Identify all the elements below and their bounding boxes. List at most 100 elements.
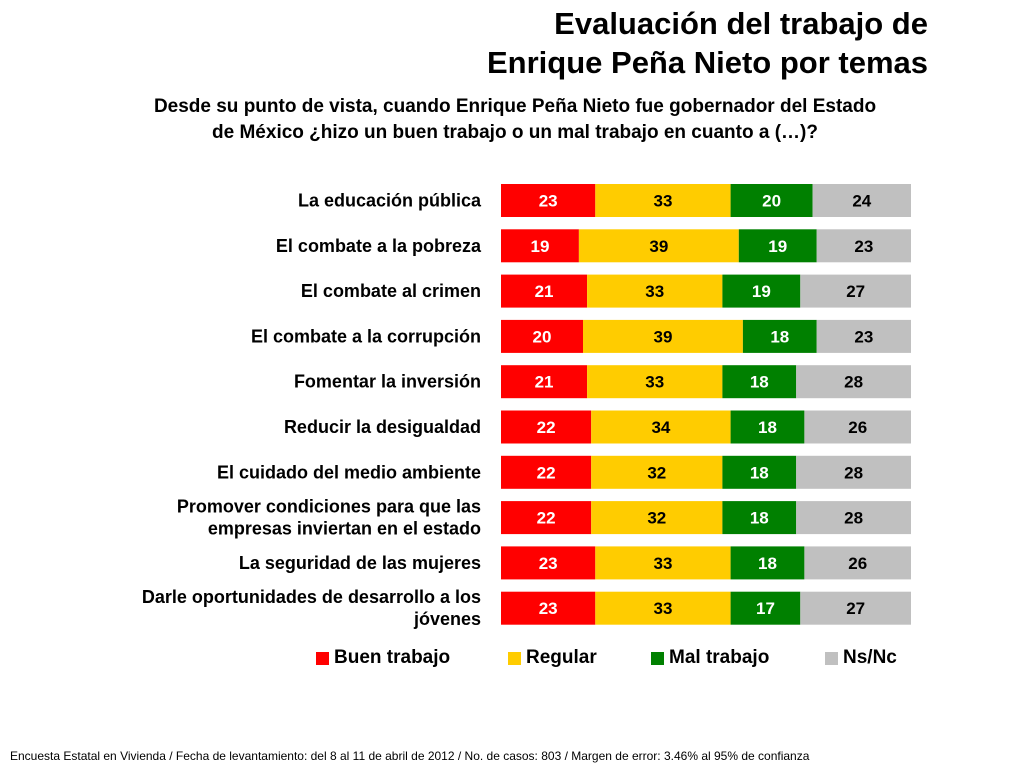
bar-value-label: 33 — [653, 599, 672, 618]
bar-segment — [722, 274, 801, 308]
bar-segment — [730, 410, 805, 444]
bar-value-label: 34 — [651, 418, 670, 437]
bar-segment — [595, 546, 731, 580]
bar-segment — [812, 184, 911, 217]
legend-label: Regular — [526, 647, 597, 668]
bar-segment — [501, 455, 592, 489]
legend-label: Buen trabajo — [334, 647, 451, 668]
category-label: Promover condiciones para que las empresa… — [177, 497, 481, 539]
bar-value-label: 17 — [756, 599, 775, 618]
bar-value-label: 24 — [852, 192, 871, 211]
bar-segment — [800, 591, 911, 625]
bar-value-label: 18 — [758, 554, 777, 573]
bar-segment — [796, 365, 911, 399]
bar-value-label: 28 — [844, 463, 863, 482]
bar-segment — [730, 546, 805, 580]
bar-segment — [804, 410, 911, 444]
bar-segment — [501, 319, 583, 353]
bar-value-label: 39 — [649, 237, 668, 256]
bar-value-label: 20 — [533, 327, 552, 346]
question-line-2: de México ¿hizo un buen trabajo o un mal… — [212, 122, 818, 143]
bar-value-label: 33 — [653, 554, 672, 573]
category-label: Reducir la desigualdad — [284, 417, 481, 437]
chart-title: Evaluación del trabajo de Enrique Peña N… — [228, 4, 928, 82]
title-line-2: Enrique Peña Nieto por temas — [487, 45, 928, 80]
bar-value-label: 27 — [846, 282, 865, 301]
bar-segment — [501, 546, 596, 580]
bar-value-label: 33 — [653, 192, 672, 211]
bar-segment — [800, 274, 911, 308]
bar-segment — [501, 410, 592, 444]
bar-value-label: 18 — [750, 509, 769, 528]
bar-segment — [722, 365, 797, 399]
bar-value-label: 18 — [750, 463, 769, 482]
bar-value-label: 18 — [750, 373, 769, 392]
question-line-1: Desde su punto de vista, cuando Enrique … — [153, 96, 877, 117]
bar-value-label: 26 — [848, 554, 867, 573]
bar-segment — [722, 501, 797, 535]
bar-segment — [501, 591, 596, 625]
bar-segment — [501, 365, 588, 399]
bar-segment — [587, 365, 723, 399]
survey-question: Desde su punto de vista, cuando Enrique … — [60, 94, 970, 146]
bar-value-label: 21 — [535, 282, 554, 301]
bar-segment — [591, 410, 731, 444]
bar-segment — [501, 501, 592, 535]
bar-segment — [730, 591, 801, 625]
bar-value-label: 23 — [854, 237, 873, 256]
bar-segment — [501, 184, 596, 217]
bar-value-label: 18 — [770, 327, 789, 346]
bar-value-label: 22 — [537, 509, 556, 528]
footer-note: Encuesta Estatal en Vivienda / Fecha de … — [10, 749, 810, 763]
bar-value-label: 27 — [846, 599, 865, 618]
bar-value-label: 32 — [647, 463, 666, 482]
bar-segment — [816, 229, 911, 263]
legend-swatch — [316, 651, 329, 665]
category-label: La seguridad de las mujeres — [239, 553, 481, 573]
bar-value-label: 32 — [647, 509, 666, 528]
bar-value-label: 19 — [530, 237, 549, 256]
bar-value-label: 20 — [762, 192, 781, 211]
bar-value-label: 33 — [645, 282, 664, 301]
bar-segment — [583, 319, 743, 353]
legend-swatch — [825, 651, 838, 665]
bar-value-label: 21 — [535, 373, 554, 392]
category-label: El cuidado del medio ambiente — [217, 462, 481, 482]
title-line-1: Evaluación del trabajo de — [554, 6, 928, 41]
bar-segment — [587, 274, 723, 308]
bar-segment — [796, 501, 911, 535]
bar-segment — [595, 591, 731, 625]
bar-value-label: 23 — [539, 599, 558, 618]
legend-item: Mal trabajo — [651, 647, 769, 669]
bar-value-label: 23 — [854, 327, 873, 346]
bar-value-label: 28 — [844, 373, 863, 392]
bar-segment — [578, 229, 739, 263]
bar-segment — [816, 319, 911, 353]
bar-segment — [742, 319, 817, 353]
bar-value-label: 39 — [653, 327, 672, 346]
bar-value-label: 26 — [848, 418, 867, 437]
category-label: La educación pública — [298, 191, 482, 211]
category-label: El combate a la pobreza — [276, 236, 482, 256]
category-label: Darle oportunidades de desarrollo a los j… — [142, 587, 481, 629]
legend-swatch — [651, 651, 664, 665]
category-label: Fomentar la inversión — [294, 372, 481, 392]
bar-segment — [501, 274, 588, 308]
category-label: El combate a la corrupción — [251, 326, 481, 346]
bar-value-label: 23 — [539, 554, 558, 573]
legend-item: Regular — [508, 647, 597, 669]
legend-item: Ns/Nc — [825, 647, 897, 669]
bar-value-label: 22 — [537, 418, 556, 437]
bar-value-label: 19 — [768, 237, 787, 256]
bar-segment — [501, 229, 579, 263]
bar-segment — [738, 229, 817, 263]
category-label: El combate al crimen — [301, 281, 481, 301]
bar-segment — [591, 501, 723, 535]
legend-swatch — [508, 651, 521, 665]
bar-value-label: 19 — [752, 282, 771, 301]
legend-label: Mal trabajo — [669, 647, 770, 668]
bar-segment — [591, 455, 723, 489]
chart-legend: Buen trabajo Regular Mal trabajo Ns/Nc — [0, 647, 1024, 671]
bar-value-label: 33 — [645, 373, 664, 392]
